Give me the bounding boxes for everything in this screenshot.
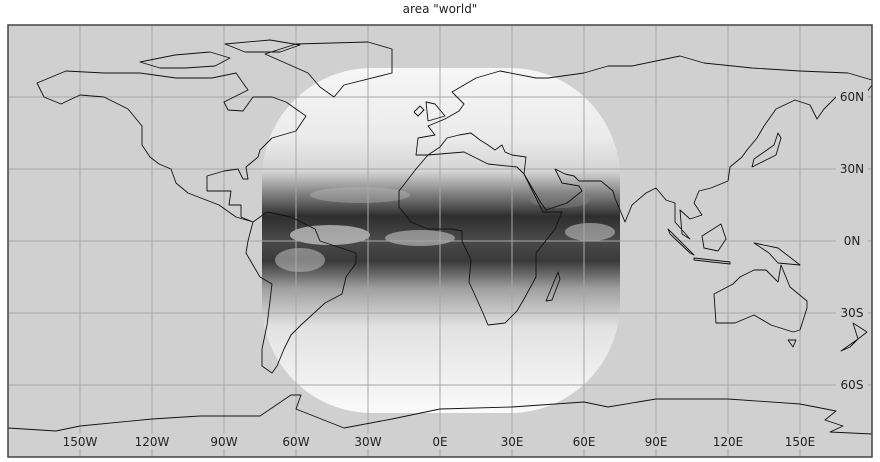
- coastlines: [7, 39, 873, 435]
- coast-arctic-islands: [139, 39, 301, 69]
- map-frame: [7, 24, 873, 458]
- lon-label-bg: [492, 434, 532, 449]
- lon-label-bg: [564, 434, 604, 449]
- lat-label: 60N: [840, 90, 864, 104]
- coast-british-isles: [413, 101, 446, 122]
- lon-label: 60W: [282, 435, 309, 449]
- graticule: [8, 25, 872, 457]
- coast-greenland: [264, 41, 393, 98]
- lon-label-bg: [60, 434, 100, 449]
- coast-africa: [398, 151, 563, 326]
- lat-label: 30S: [841, 306, 864, 320]
- coast-madagascar: [545, 271, 561, 302]
- lat-label-bg: [836, 89, 868, 104]
- lon-label: 120W: [135, 435, 170, 449]
- lat-label: 0N: [844, 234, 861, 248]
- coast-antarctica: [7, 394, 873, 435]
- lon-label-bg: [636, 434, 676, 449]
- lon-label: 0E: [432, 435, 447, 449]
- coast-japan: [751, 132, 782, 168]
- lon-label: 30E: [501, 435, 524, 449]
- lat-label-bg: [836, 233, 868, 248]
- lat-label: 60S: [841, 378, 864, 392]
- grid-labels: 150W 120W 90W 60W 30W 0E 30E 60E 90E 120E 150E 60N 3…: [60, 89, 868, 449]
- lon-label: 90W: [210, 435, 237, 449]
- lon-label-bg: [204, 434, 244, 449]
- lon-label: 90E: [645, 435, 668, 449]
- lat-label-bg: [836, 305, 868, 320]
- coast-eurasia: [415, 55, 873, 240]
- coast-indonesia: [667, 223, 801, 266]
- lon-label-bg: [780, 434, 820, 449]
- coast-north-america: [36, 70, 307, 223]
- coast-south-america: [245, 211, 357, 374]
- lon-label: 150E: [785, 435, 816, 449]
- map-title: area "world": [402, 2, 478, 16]
- lon-label-bg: [132, 434, 172, 449]
- lon-label-bg: [348, 434, 388, 449]
- lon-label: 30W: [354, 435, 381, 449]
- lon-label: 150W: [63, 435, 98, 449]
- coast-new-zealand: [840, 322, 868, 352]
- coast-australia: [713, 264, 808, 348]
- lon-label-bg: [708, 434, 748, 449]
- lon-label: 120E: [713, 435, 744, 449]
- lat-label-bg: [836, 377, 868, 392]
- lat-label-bg: [836, 161, 868, 176]
- lon-label-bg: [420, 434, 460, 449]
- lon-label-bg: [276, 434, 316, 449]
- lat-label: 30N: [840, 162, 864, 176]
- lon-label: 60E: [573, 435, 596, 449]
